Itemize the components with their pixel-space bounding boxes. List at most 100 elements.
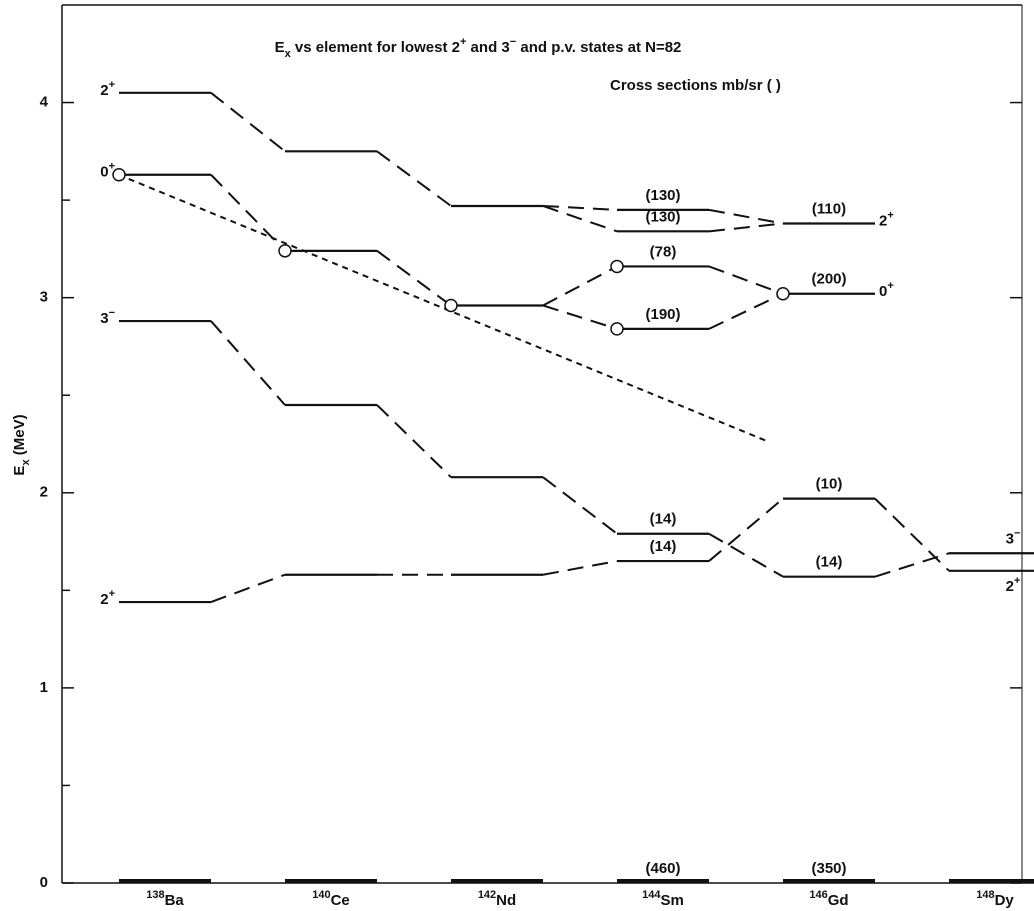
spin-parity: −: [1014, 527, 1020, 539]
text-segment: +: [460, 36, 466, 48]
cross-section-label: (110): [812, 200, 846, 217]
transition-link: [708, 265, 784, 295]
x-tick-label: 142Nd: [478, 889, 516, 909]
transition-link: [542, 265, 618, 307]
x-tick-label: 144Sm: [642, 889, 684, 909]
transition-link: [210, 573, 286, 603]
pv-marker: [776, 287, 790, 301]
spin-label: 2+: [100, 588, 115, 608]
spin-j: 2: [1006, 578, 1014, 595]
note: Cross sections mb/sr ( ): [610, 77, 781, 94]
spin-label: 3−: [100, 307, 115, 327]
transition-link: [376, 404, 452, 478]
cross-section-label: (78): [650, 243, 677, 260]
transition-link: [542, 204, 618, 211]
cross-section-label: (190): [645, 306, 680, 323]
spin-j: 2: [100, 591, 108, 608]
mass-number: 138: [146, 889, 164, 901]
element: Ce: [331, 892, 350, 909]
transition-link: [542, 205, 618, 233]
spin-label: 3−: [1006, 527, 1021, 547]
text-segment: vs element for lowest 2: [291, 39, 460, 56]
element: Nd: [496, 892, 516, 909]
transition-link: [874, 497, 950, 572]
text-segment: x: [285, 48, 292, 60]
spin-parity: +: [887, 209, 893, 221]
y-axis-title: Ex (MeV): [11, 414, 32, 475]
pv-marker: [112, 167, 126, 182]
text-segment: E: [11, 466, 28, 476]
transition-link: [210, 92, 286, 153]
y-tick-label: 3: [40, 289, 48, 306]
mass-number: 142: [478, 889, 496, 901]
element: Dy: [995, 892, 1015, 909]
spin-label: 2+: [1006, 575, 1021, 595]
text-segment: −: [510, 36, 516, 48]
spin-parity: +: [887, 280, 893, 292]
pv-marker: [610, 259, 624, 274]
spin-j: 3: [1006, 530, 1014, 547]
spin-j: 0: [879, 283, 887, 300]
spin-label: 0+: [879, 280, 894, 300]
transition-link: [542, 560, 618, 576]
spin-parity: +: [109, 79, 115, 91]
cross-section-label: (200): [811, 271, 846, 288]
text-segment: E: [275, 39, 285, 56]
cross-section-label: (130): [645, 187, 680, 204]
cross-section-label: (130): [645, 208, 680, 225]
transition-link: [708, 532, 784, 578]
transition-link: [376, 150, 452, 207]
transition-link: [874, 552, 950, 578]
cross-section-label: (14): [650, 511, 677, 528]
spin-parity: +: [109, 588, 115, 600]
element: Sm: [661, 892, 684, 909]
y-tick-label: 0: [40, 874, 48, 891]
text-segment: (MeV): [11, 414, 28, 459]
transition-link: [708, 497, 784, 562]
transition-link: [376, 250, 452, 307]
transition-link: [542, 476, 618, 535]
spin-j: 0: [100, 164, 108, 181]
pv-marker: [444, 298, 458, 313]
spin-j: 2: [879, 212, 887, 229]
mass-number: 148: [976, 889, 994, 901]
transition-link: [542, 304, 618, 330]
mass-number: 140: [312, 889, 330, 901]
mass-number: 146: [809, 889, 827, 901]
x-tick-label: 148Dy: [976, 889, 1014, 909]
y-tick-label: 2: [40, 484, 48, 501]
spin-j: 3: [100, 310, 108, 327]
text-segment: and 3: [466, 39, 509, 56]
cross-section-label: (14): [816, 554, 843, 571]
y-tick-label: 4: [40, 94, 49, 111]
text-segment: x: [20, 459, 32, 466]
x-tick-label: 138Ba: [146, 889, 184, 909]
y-tick-label: 1: [40, 679, 48, 696]
transition-link: [708, 208, 784, 225]
spin-label: 2+: [100, 79, 115, 99]
x-tick-label: 146Gd: [809, 889, 848, 909]
transition-link: [708, 292, 784, 330]
element: Gd: [828, 892, 849, 909]
cross-section-label: (14): [650, 538, 677, 555]
element: Ba: [165, 892, 185, 909]
transition-link: [210, 320, 286, 406]
spin-parity: +: [109, 161, 115, 173]
transition-link: [708, 222, 784, 233]
cross-section-label: (350): [811, 860, 846, 877]
cross-section-label: (10): [816, 476, 843, 493]
cross-section-label: (460): [645, 860, 680, 877]
spin-parity: −: [109, 307, 115, 319]
spin-label: 0+: [100, 161, 115, 181]
chart-title: Ex vs element for lowest 2+ and 3− and p…: [275, 36, 682, 60]
mass-number: 144: [642, 889, 661, 901]
x-tick-label: 140Ce: [312, 889, 350, 909]
spin-label: 2+: [879, 209, 894, 229]
spin-parity: +: [1014, 575, 1020, 587]
text-segment: and p.v. states at N=82: [516, 39, 681, 56]
spin-j: 2: [100, 82, 108, 99]
pv-marker: [278, 244, 292, 258]
pv-marker: [610, 322, 624, 336]
